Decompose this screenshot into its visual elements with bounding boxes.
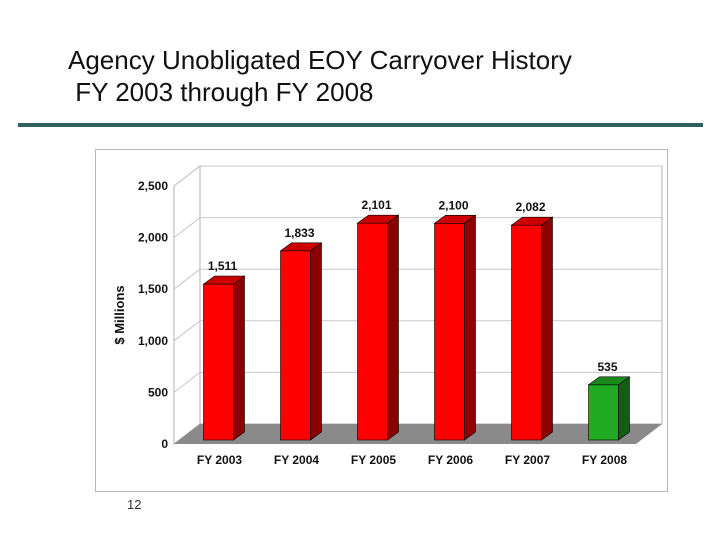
x-tick-label: FY 2003 xyxy=(197,453,242,467)
bar-top xyxy=(202,275,246,285)
title-divider xyxy=(18,123,703,127)
y-tick-label: 0 xyxy=(161,437,168,451)
bar-side xyxy=(618,376,630,441)
bar-top xyxy=(433,214,477,224)
bar-fy-2006 xyxy=(433,214,477,441)
gridline-side xyxy=(173,217,201,238)
gridline-side xyxy=(173,320,201,342)
bar-side xyxy=(310,242,322,441)
title-line-1: Agency Unobligated EOY Carryover History xyxy=(68,45,572,75)
data-label: 535 xyxy=(597,360,617,374)
y-tick-label: 2,500 xyxy=(138,179,168,193)
x-tick-label: FY 2006 xyxy=(428,453,473,467)
x-tick-label: FY 2008 xyxy=(582,453,627,467)
bar-side xyxy=(387,214,399,441)
data-label: 2,101 xyxy=(361,198,391,212)
bar-top xyxy=(587,376,631,386)
bar-fy-2007 xyxy=(510,216,554,441)
bar-fy-2003 xyxy=(202,275,246,441)
bar-front xyxy=(434,222,465,441)
chart-side-wall xyxy=(173,164,201,446)
bar-top xyxy=(356,214,400,224)
data-label: 2,082 xyxy=(515,200,545,214)
title-line-2: FY 2003 through FY 2008 xyxy=(68,77,374,107)
bar-fy-2005 xyxy=(356,214,400,441)
y-tick-label: 2,000 xyxy=(138,231,168,245)
bar-front xyxy=(357,222,388,441)
bar-side xyxy=(233,275,245,441)
slide-title: Agency Unobligated EOY Carryover History… xyxy=(68,44,572,108)
data-label: 1,511 xyxy=(208,259,238,273)
bar-fy-2008 xyxy=(587,376,631,441)
y-tick-label: 1,500 xyxy=(138,282,168,296)
bar-side xyxy=(464,214,476,441)
bar-top xyxy=(510,216,554,226)
data-label: 1,833 xyxy=(284,226,314,240)
chart-frame: 0 500 1,000 1,500 2,000 2,500 $ Millions 1,511 F… xyxy=(95,149,668,492)
gridline-side xyxy=(173,165,201,187)
bar-front xyxy=(203,283,234,441)
y-axis-label: $ Millions xyxy=(112,285,127,344)
x-tick-label: FY 2007 xyxy=(505,453,550,467)
bar-chart: 0 500 1,000 1,500 2,000 2,500 $ Millions 1,511 F… xyxy=(112,164,663,467)
bar-front xyxy=(588,384,619,441)
data-label: 2,100 xyxy=(438,198,468,212)
bar-side xyxy=(541,216,553,441)
bar-top xyxy=(279,242,323,252)
bar-front xyxy=(280,250,311,441)
y-tick-label: 1,000 xyxy=(138,334,168,348)
chart-back-wall xyxy=(199,165,663,425)
gridline-side xyxy=(173,268,201,290)
gridline-side xyxy=(173,372,201,393)
x-tick-label: FY 2004 xyxy=(274,453,319,467)
bar-front xyxy=(511,224,542,441)
y-tick-label: 500 xyxy=(148,385,168,399)
x-tick-label: FY 2005 xyxy=(351,453,396,467)
bar-fy-2004 xyxy=(279,242,323,441)
page-number: 12 xyxy=(127,497,142,512)
